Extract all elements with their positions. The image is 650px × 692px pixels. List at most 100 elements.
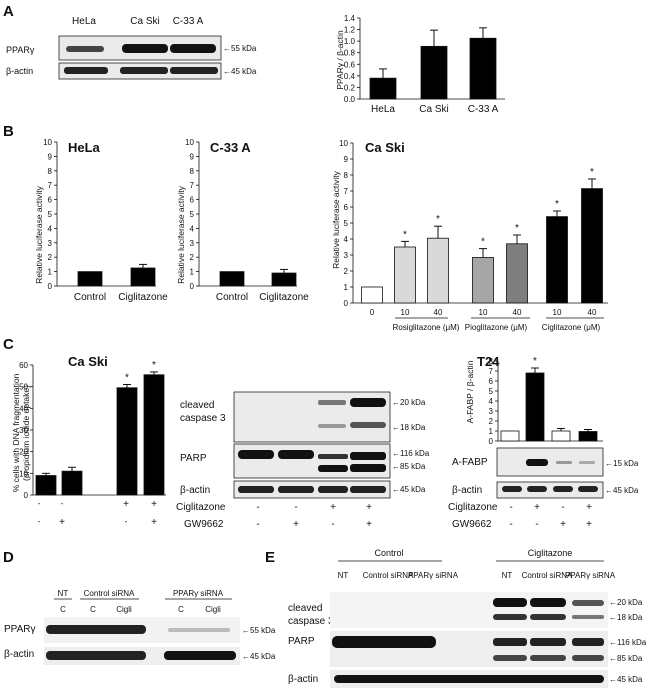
- chart-b-hela-title: HeLa: [68, 140, 101, 155]
- y-tick-label: 1.2: [344, 26, 356, 35]
- blot-band: [530, 655, 566, 661]
- blot-t24-marker-15: ←15 kDa: [605, 459, 639, 468]
- bar: [219, 271, 245, 287]
- blot-band: [170, 67, 218, 74]
- blot-band: [318, 424, 346, 428]
- chart-b-caski-title: Ca Ski: [365, 140, 405, 155]
- y-tick-label: 1: [48, 268, 53, 277]
- blot-band: [350, 464, 386, 472]
- blot-e-lane: Control siRNA: [522, 571, 573, 580]
- blot-t24-row-afabp: A-FABP: [452, 457, 488, 468]
- y-tick-label: 3: [48, 239, 53, 248]
- y-tick-label: 0.2: [344, 83, 356, 92]
- y-tick-label: 0: [190, 282, 195, 291]
- sign: +: [293, 519, 299, 530]
- y-tick-label: 4: [489, 397, 494, 406]
- sign: -: [256, 502, 259, 513]
- blot-c-marker-20: ←20 kDa: [392, 398, 426, 407]
- sign: -: [38, 499, 41, 508]
- y-tick-label: 0.8: [344, 49, 356, 58]
- sign: +: [151, 517, 157, 528]
- panel-a-blot: HeLa Ca Ski C-33 A PPARγ β-actin ←55 kDa…: [6, 16, 257, 80]
- blot-band: [530, 614, 566, 620]
- bar: [472, 256, 494, 304]
- blot-a-lane-hela: HeLa: [72, 16, 96, 27]
- x-tick-label: C-33 A: [468, 104, 499, 115]
- blot-e-marker-85: ←85 kDa: [609, 654, 643, 663]
- sign: +: [123, 499, 129, 510]
- y-tick-label: 8: [344, 171, 349, 180]
- y-tick-label: 10: [19, 469, 28, 478]
- blot-t24-treat-gw: GW9662: [452, 519, 492, 530]
- x-tick-label: 10: [553, 308, 562, 317]
- y-tick-label: 0: [24, 491, 29, 500]
- y-tick-label: 20: [19, 448, 28, 457]
- blot-band: [553, 486, 573, 492]
- blot-c-marker-85: ←85 kDa: [392, 462, 426, 471]
- blot-band: [318, 454, 348, 459]
- sign: +: [366, 519, 372, 530]
- blot-c-marker-116: ←116 kDa: [392, 449, 430, 458]
- blot-e-row-actin: β-actin: [288, 674, 318, 685]
- sign: +: [366, 502, 372, 513]
- y-tick-label: 4: [190, 224, 195, 233]
- blot-e-lane: PPARγ siRNA: [408, 571, 459, 580]
- significance-star: *: [125, 373, 129, 384]
- y-tick-label: 2: [489, 417, 494, 426]
- blot-band: [578, 486, 598, 492]
- sign: -: [256, 519, 259, 530]
- bar: [506, 243, 528, 304]
- y-tick-label: 7: [48, 181, 53, 190]
- blot-d-header-nt: NT: [58, 589, 69, 598]
- y-tick-label: 3: [190, 239, 195, 248]
- sign: -: [509, 502, 512, 513]
- chart-B-hela: 0 1 2 3 4 5 6 7 8 9 10 Control Ciglitazone: [43, 138, 168, 303]
- blot-band: [238, 450, 274, 459]
- chart-b-group-pio: Pioglitazone (μM): [465, 323, 528, 332]
- treatment-table-c-caski: - - + + - + - +: [38, 499, 157, 528]
- blot-band: [526, 459, 548, 466]
- sign: -: [38, 517, 41, 526]
- y-tick-label: 8: [489, 357, 494, 366]
- bar: [143, 374, 165, 496]
- y-tick-label: 0: [344, 299, 349, 308]
- significance-star: *: [481, 237, 485, 248]
- bar: [271, 272, 297, 287]
- y-tick-label: 7: [489, 367, 494, 376]
- blot-band: [120, 67, 168, 74]
- y-tick-label: 5: [48, 210, 53, 219]
- blot-e-group-control: Control: [374, 548, 403, 558]
- significance-star: *: [590, 167, 594, 178]
- panel-label-d: D: [3, 549, 14, 566]
- sign: +: [560, 519, 566, 530]
- blot-band: [122, 44, 168, 53]
- sign: -: [294, 502, 297, 513]
- chart-C-caski: 0 10 20 30 40 50 60 * *: [19, 360, 166, 500]
- blot-e-row-casp-b: caspase 3: [288, 616, 334, 627]
- blot-band: [350, 422, 386, 428]
- blot-band: [493, 614, 527, 620]
- sign: +: [586, 502, 592, 513]
- blot-e-group-cig: Ciglitazone: [528, 548, 573, 558]
- blot-c-parp-strip: [233, 443, 391, 479]
- y-tick-label: 5: [344, 219, 349, 228]
- blot-e-lane: PPARγ siRNA: [565, 571, 616, 580]
- blot-band: [556, 461, 572, 464]
- bar: [469, 37, 497, 100]
- y-tick-label: 0: [48, 282, 53, 291]
- blot-band: [527, 486, 547, 492]
- chart-c-t24-title: T24: [477, 354, 500, 369]
- sign: +: [534, 502, 540, 513]
- significance-star: *: [555, 199, 559, 210]
- x-tick-label: 40: [513, 308, 522, 317]
- blot-a-marker-45: ←45 kDa: [223, 67, 257, 76]
- y-tick-label: 30: [19, 426, 28, 435]
- y-tick-label: 8: [48, 167, 53, 176]
- bar: [35, 475, 57, 496]
- y-tick-label: 10: [43, 138, 52, 147]
- y-tick-label: 9: [48, 152, 53, 161]
- chart-b-caski-ylabel: Relative luciferase activity: [331, 170, 341, 269]
- x-tick-label: Ciglitazone: [118, 292, 168, 303]
- chart-b-c33a-title: C-33 A: [210, 140, 251, 155]
- blot-c-row-parp: PARP: [180, 453, 207, 464]
